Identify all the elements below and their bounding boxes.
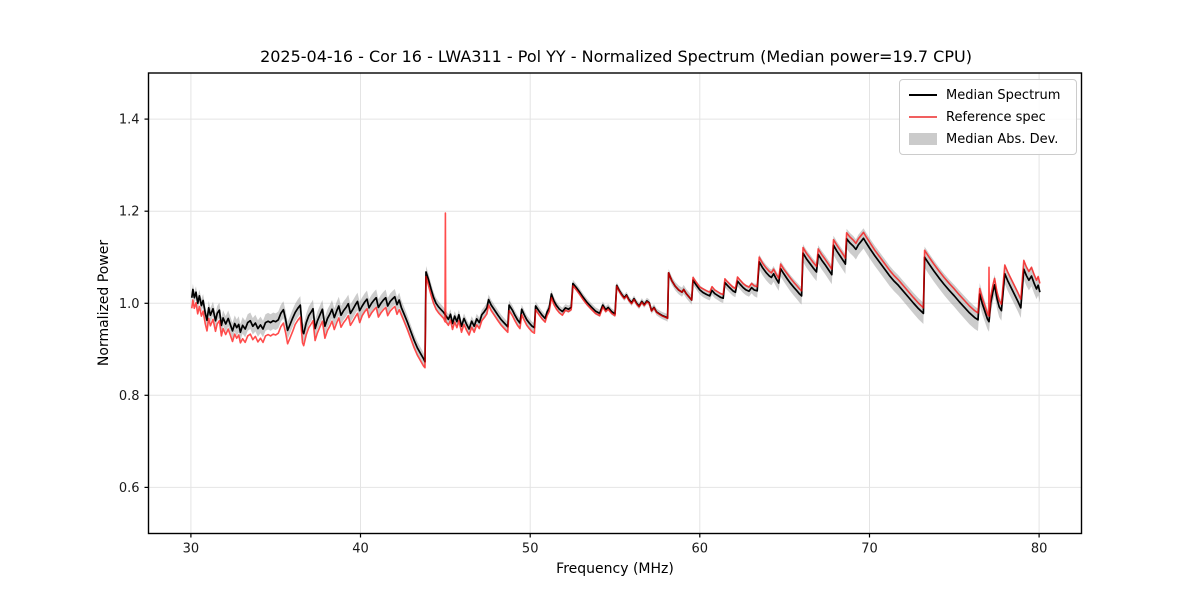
median-spectrum-line [190, 237, 1041, 363]
svg-text:1.0: 1.0 [119, 297, 140, 312]
x-axis-ticks [190, 533, 1040, 538]
y-axis-tick-labels: 0.6 0.8 1.0 1.2 1.4 [119, 113, 140, 496]
y-axis-label: Normalized Power [96, 239, 112, 367]
legend-label: Reference spec [946, 109, 1046, 125]
legend-label: Median Abs. Dev. [946, 131, 1059, 147]
y-axis-ticks [144, 118, 149, 488]
svg-text:70: 70 [861, 542, 878, 557]
legend: Median Spectrum Reference spec Median Abs.… [899, 79, 1077, 155]
x-axis-tick-labels: 30 40 50 60 70 80 [183, 542, 1048, 557]
reference-spec-line [191, 212, 1041, 369]
legend-item-2: Median Abs. Dev. [909, 130, 1067, 148]
svg-text:1.4: 1.4 [119, 113, 140, 128]
mad-patch-swatch [909, 133, 937, 145]
x-axis-label: Frequency (MHz) [556, 561, 674, 577]
legend-item-0: Median Spectrum [909, 86, 1067, 104]
svg-text:1.2: 1.2 [119, 205, 140, 220]
median-line-swatch [909, 94, 937, 96]
svg-text:50: 50 [522, 542, 539, 557]
svg-text:0.6: 0.6 [119, 481, 140, 496]
svg-text:60: 60 [692, 542, 709, 557]
svg-text:40: 40 [352, 542, 369, 557]
svg-text:0.8: 0.8 [119, 389, 140, 404]
chart-title: 2025-04-16 - Cor 16 - LWA311 - Pol YY - … [260, 47, 972, 66]
svg-text:80: 80 [1031, 542, 1048, 557]
legend-label: Median Spectrum [946, 87, 1061, 103]
svg-text:30: 30 [183, 542, 200, 557]
legend-item-1: Reference spec [909, 108, 1067, 126]
reference-line-swatch [909, 116, 937, 118]
